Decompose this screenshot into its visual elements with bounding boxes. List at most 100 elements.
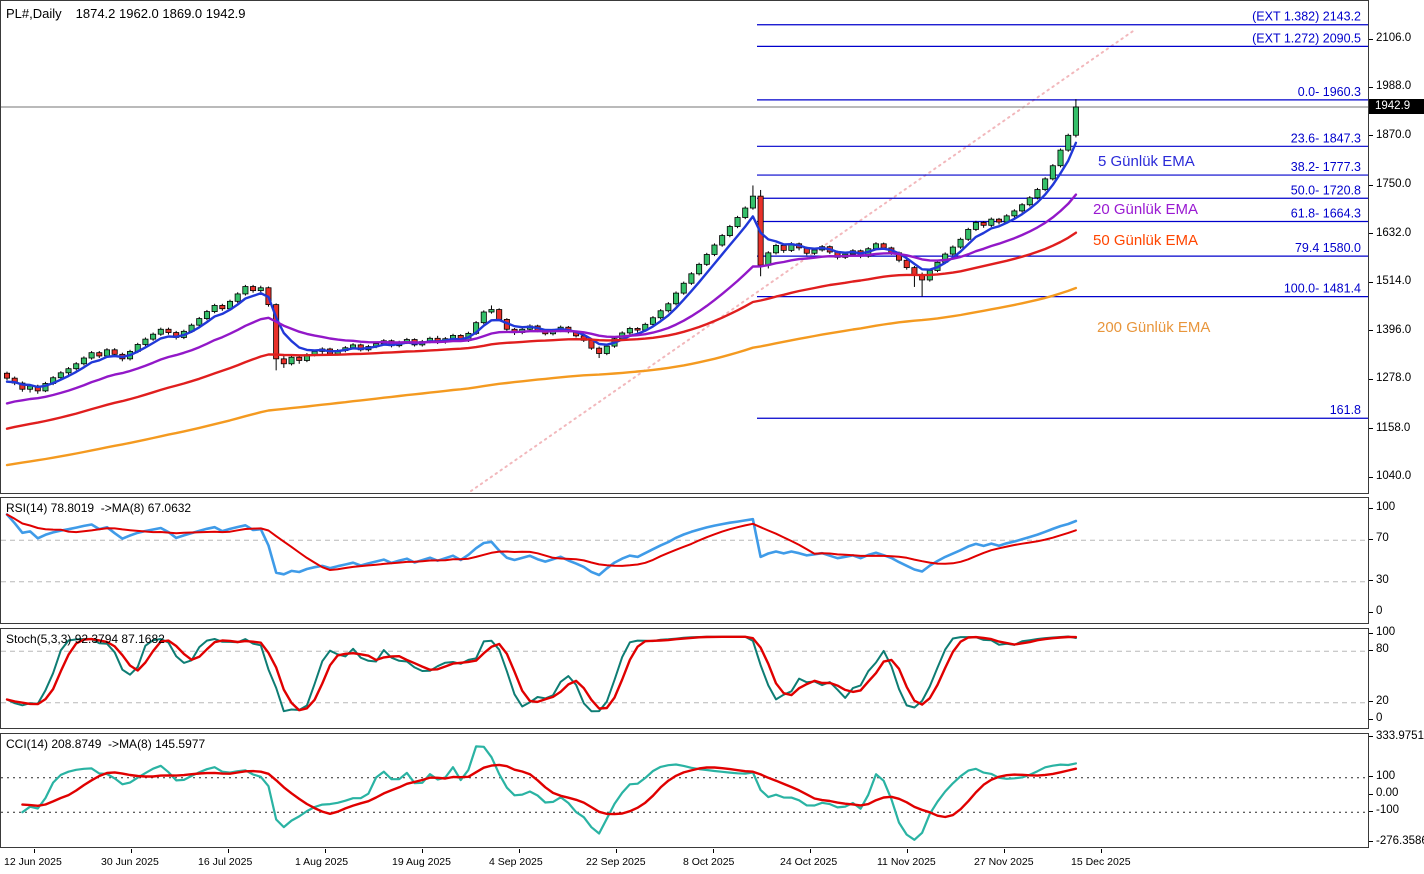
scale-tick	[1369, 736, 1373, 738]
date-tick	[713, 849, 714, 853]
scale-tick	[1369, 810, 1373, 812]
scale-tick	[1369, 86, 1373, 88]
scale-tick-label: 1870.0	[1376, 128, 1412, 141]
date-label: 12 Jun 2025	[4, 856, 62, 868]
scale-tick	[1369, 776, 1373, 778]
scale-tick-label: 0	[1376, 605, 1383, 617]
scale-tick	[1369, 233, 1373, 235]
date-label: 19 Aug 2025	[392, 856, 451, 868]
scale-tick	[1369, 476, 1373, 478]
stochastic-chart-canvas[interactable]	[1, 629, 1368, 728]
scale-tick	[1369, 538, 1373, 540]
date-tick	[422, 849, 423, 853]
scale-tick-label: 100	[1376, 769, 1396, 782]
scale-tick	[1369, 281, 1373, 283]
scale-tick	[1369, 184, 1373, 186]
ema50-label: 50 Günlük EMA	[1093, 232, 1199, 249]
date-label: 27 Nov 2025	[974, 856, 1034, 868]
time-axis[interactable]: 12 Jun 2025 30 Jun 2025 16 Jul 2025 1 Aug 2…	[0, 849, 1424, 874]
fib-level-label: 161.8	[1330, 403, 1361, 417]
date-label: 16 Jul 2025	[198, 856, 253, 868]
date-label: 8 Oct 2025	[683, 856, 735, 868]
scale-tick-label: 1632.0	[1376, 226, 1412, 239]
date-label: 30 Jun 2025	[101, 856, 159, 868]
rsi-header: RSI(14) 78.8019 ->MA(8) 67.0632	[6, 501, 192, 515]
scale-tick	[1369, 507, 1373, 509]
date-label: 24 Oct 2025	[780, 856, 838, 868]
scale-tick	[1369, 330, 1373, 332]
scale-tick-label: 1988.0	[1376, 80, 1412, 93]
last-price-tag: 1942.9	[1369, 98, 1424, 114]
date-label: 1 Aug 2025	[295, 856, 349, 868]
candles-layer	[4, 99, 1079, 394]
fib-level-label: 38.2- 1777.3	[1291, 160, 1361, 174]
rsi-scale[interactable]: 100 70 30 0	[1369, 497, 1424, 624]
scale-tick	[1369, 611, 1373, 613]
scale-tick-label: 1514.0	[1376, 275, 1412, 288]
date-tick	[228, 849, 229, 853]
fib-level-label: 23.6- 1847.3	[1291, 131, 1361, 145]
scale-tick-label: 100	[1376, 626, 1396, 638]
date-tick	[1101, 849, 1102, 853]
scale-tick	[1369, 135, 1373, 137]
date-label: 11 Nov 2025	[877, 856, 936, 868]
date-label: 22 Sep 2025	[586, 856, 646, 868]
date-tick	[34, 849, 35, 853]
stochastic-scale[interactable]: 100 80 20 0	[1369, 626, 1424, 729]
symbol-timeframe-label: PL#,Daily	[6, 6, 62, 21]
cci-header: CCI(14) 208.8749 ->MA(8) 145.5977	[6, 737, 206, 751]
scale-tick	[1369, 841, 1373, 843]
ohlc-values-label: 1874.2 1962.0 1869.0 1942.9	[75, 6, 246, 21]
stochastic-header: Stoch(5,3,3) 92.3794 87.1682	[6, 632, 165, 646]
fib-level-label: 79.4 1580.0	[1295, 241, 1361, 255]
scale-tick-label: 333.9751	[1376, 729, 1424, 742]
scale-tick	[1369, 428, 1373, 430]
fib-level-label: 61.8- 1664.3	[1291, 206, 1361, 220]
scale-tick-label: 1750.0	[1376, 178, 1412, 191]
scale-tick	[1369, 378, 1373, 380]
scale-tick	[1369, 718, 1373, 720]
scale-tick-label: 2106.0	[1376, 32, 1412, 44]
scale-tick	[1369, 632, 1373, 634]
fib-level-label: (EXT 1.272) 2090.5	[1252, 31, 1361, 45]
date-tick	[131, 849, 132, 853]
date-label: 15 Dec 2025	[1071, 856, 1131, 868]
main-chart-panel[interactable]: (EXT 1.382) 2143.2 (EXT 1.272) 2090.5 0.0-…	[0, 0, 1369, 494]
ema50-line	[5, 231, 1078, 430]
price-scale[interactable]: 2106.0 1988.0 1870.0 1750.0 1632.0 1514.0 1396…	[1369, 0, 1424, 494]
date-tick	[325, 849, 326, 853]
ema200-line	[5, 286, 1078, 467]
cci-scale[interactable]: 333.9751 100 0.00 -100 -276.3586	[1369, 729, 1424, 848]
chart-title: PL#,Daily 1874.2 1962.0 1869.0 1942.9	[6, 6, 246, 21]
scale-tick	[1369, 649, 1373, 651]
stochastic-indicator-panel[interactable]: Stoch(5,3,3) 92.3794 87.1682	[0, 628, 1369, 729]
scale-tick-label: 80	[1376, 643, 1389, 656]
scale-tick	[1369, 793, 1373, 795]
scale-tick-label: 100	[1376, 501, 1396, 513]
scale-tick	[1369, 701, 1373, 703]
fib-level-label: 50.0- 1720.8	[1291, 183, 1361, 197]
scale-tick-label: 20	[1376, 694, 1389, 707]
scale-tick-label: 1040.0	[1376, 470, 1412, 482]
scale-tick	[1369, 38, 1373, 40]
scale-tick-label: 1158.0	[1376, 421, 1411, 434]
rsi-indicator-panel[interactable]: RSI(14) 78.8019 ->MA(8) 67.0632	[0, 497, 1369, 624]
date-label: 4 Sep 2025	[489, 856, 543, 868]
scale-tick-label: 30	[1376, 573, 1389, 586]
scale-tick-label: -276.3586	[1376, 834, 1424, 847]
scale-tick	[1369, 580, 1373, 582]
main-chart-canvas[interactable]: (EXT 1.382) 2143.2 (EXT 1.272) 2090.5 0.0-…	[1, 1, 1368, 493]
ema20-line	[5, 193, 1078, 405]
ema200-label: 200 Günlük EMA	[1097, 319, 1211, 336]
date-tick	[810, 849, 811, 853]
date-tick	[907, 849, 908, 853]
scale-tick-label: -100	[1376, 804, 1400, 817]
ema20-label: 20 Günlük EMA	[1093, 201, 1199, 218]
ema5-line	[5, 141, 1078, 389]
rsi-chart-canvas[interactable]	[1, 498, 1368, 623]
fib-level-label: 100.0- 1481.4	[1284, 282, 1361, 296]
cci-chart-canvas[interactable]	[1, 734, 1368, 847]
fib-level-label: (EXT 1.382) 2143.2	[1252, 10, 1361, 24]
cci-indicator-panel[interactable]: CCI(14) 208.8749 ->MA(8) 145.5977	[0, 733, 1369, 848]
